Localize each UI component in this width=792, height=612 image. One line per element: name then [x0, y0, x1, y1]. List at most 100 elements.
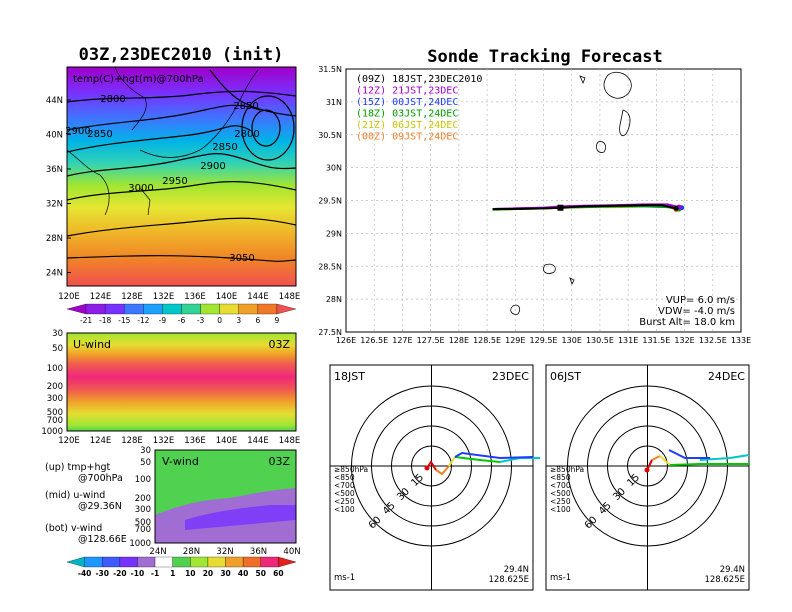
lon-tick: 148E [279, 436, 301, 446]
lon-tick: 132.5E [699, 336, 727, 345]
contour-label: 2850 [87, 129, 112, 140]
lon-tick: 144E [247, 436, 269, 446]
lon-tick: 120E [58, 436, 80, 446]
landing-point [673, 205, 679, 211]
temperature-field [67, 67, 296, 286]
pressure-tick: 50 [140, 458, 151, 468]
colorbar-swatch [137, 556, 156, 568]
colorbar-swatch [162, 303, 182, 315]
left-panel-title: 03Z,23DEC2010 (init) [79, 45, 284, 65]
hodograph-date: 24DEC [708, 370, 745, 383]
colorbar-label: -21 [80, 316, 92, 325]
legend-line: (up) tmp+hgt [45, 462, 111, 473]
lon-tick: 148E [279, 292, 301, 302]
pressure-tick: 200 [47, 382, 63, 392]
hodograph-trace [448, 456, 456, 467]
lat-tick: 40N [283, 547, 300, 557]
lon-tick: 124E [90, 436, 112, 446]
colorbar-swatch [172, 556, 191, 568]
track-grid [346, 69, 741, 332]
lon-tick: 136E [184, 436, 206, 446]
coastlines [67, 67, 259, 216]
colorbar-label: 6 [255, 316, 260, 325]
hodograph-time: 06JST [550, 370, 581, 383]
map-label: temp(C)+hgt(m)@700hPa [73, 74, 204, 85]
lon-tick: 128E [121, 292, 143, 302]
pressure-tick: 30 [52, 329, 63, 339]
level-legend-entry: <250 [334, 497, 355, 506]
surface-point [644, 467, 650, 473]
pressure-tick: 300 [135, 505, 151, 515]
vwind-time: 03Z [268, 455, 290, 468]
colorbar-swatch [207, 556, 226, 568]
lon-tick: 126.5E [360, 336, 388, 345]
contour-label: 3050 [229, 253, 254, 264]
colorbar-swatch [190, 556, 209, 568]
uwind-time: 03Z [268, 338, 290, 351]
lat-tick: 36N [250, 547, 267, 557]
level-legend-entry: <100 [334, 505, 355, 514]
lon-tick: 144E [247, 292, 269, 302]
lon-tick: 127.5E [417, 336, 445, 345]
lat-tick: 44N [46, 96, 63, 106]
hodograph-unit: ms-1 [550, 573, 571, 583]
lon-tick: 136E [184, 292, 206, 302]
colorbar-swatch [124, 303, 144, 315]
vwind-strong-region [185, 505, 296, 530]
colorbar-label: -40 [78, 569, 92, 578]
colorbar-label: 0 [217, 316, 222, 325]
lon-tick: 128E [449, 336, 469, 345]
hodograph-lat: 29.4N [504, 565, 529, 575]
pressure-tick: 500 [135, 518, 151, 528]
hodograph-trace [668, 449, 710, 459]
hodograph-trace [651, 455, 661, 461]
hodograph-trace [659, 455, 671, 466]
hodograph-trace [669, 463, 749, 466]
lon-tick: 130E [562, 336, 582, 345]
colorbar-label: -1 [151, 569, 159, 578]
level-legend-entry: <500 [334, 489, 355, 498]
colorbar-label: 20 [203, 569, 213, 578]
track-series [492, 203, 685, 213]
colorbar-label: -6 [178, 316, 186, 325]
level-legend-entry: ≥850hPa [550, 465, 584, 474]
colorbar-swatch [102, 556, 120, 568]
left-legend-text: (up) tmp+hgt@700hPa (mid) u-wind@29.36N (b… [45, 462, 127, 545]
uwind-lon-ticks: 120E 124E 128E 132E 136E 140E 144E 148E [58, 436, 300, 446]
burst-point [557, 204, 564, 211]
hodograph-lon: 128.625E [488, 575, 529, 585]
legend-line: (bot) v-wind [45, 523, 102, 534]
colorbar-label: 60 [273, 569, 283, 578]
pressure-tick: 50 [52, 344, 63, 354]
legend-entry: (15Z) 00JST,24DEC [356, 97, 458, 108]
lon-tick: 140E [216, 292, 238, 302]
contour-label: 2900 [65, 126, 90, 137]
lat-tick: 32N [216, 547, 233, 557]
temperature-map: temp(C)+hgt(m)@700hPa 280028502900295030… [46, 66, 301, 302]
lon-tick: 130.5E [586, 336, 614, 345]
colorbar-label: -15 [118, 316, 130, 325]
colorbar-swatch [219, 303, 239, 315]
legend-entry: (09Z) 18JST,23DEC2010 [356, 74, 482, 85]
legend-entry: (00Z) 09JST,24DEC [356, 132, 458, 143]
colorbar-swatch [84, 556, 103, 568]
lat-tick: 24N [149, 547, 166, 557]
contour-label: 3000 [128, 183, 153, 194]
lon-tick: 132E [153, 436, 175, 446]
vwind-frame [154, 449, 297, 544]
lat-tick: 31.5N [318, 65, 342, 74]
hodograph-trace [699, 454, 750, 461]
lon-tick: 120E [58, 292, 80, 302]
colorbar-swatch [278, 556, 297, 568]
colorbar-swatch [85, 303, 106, 315]
lat-tick: 30N [326, 164, 342, 173]
legend-entry: (18Z) 03JST,24DEC [356, 109, 458, 120]
lon-tick: 132E [153, 292, 175, 302]
